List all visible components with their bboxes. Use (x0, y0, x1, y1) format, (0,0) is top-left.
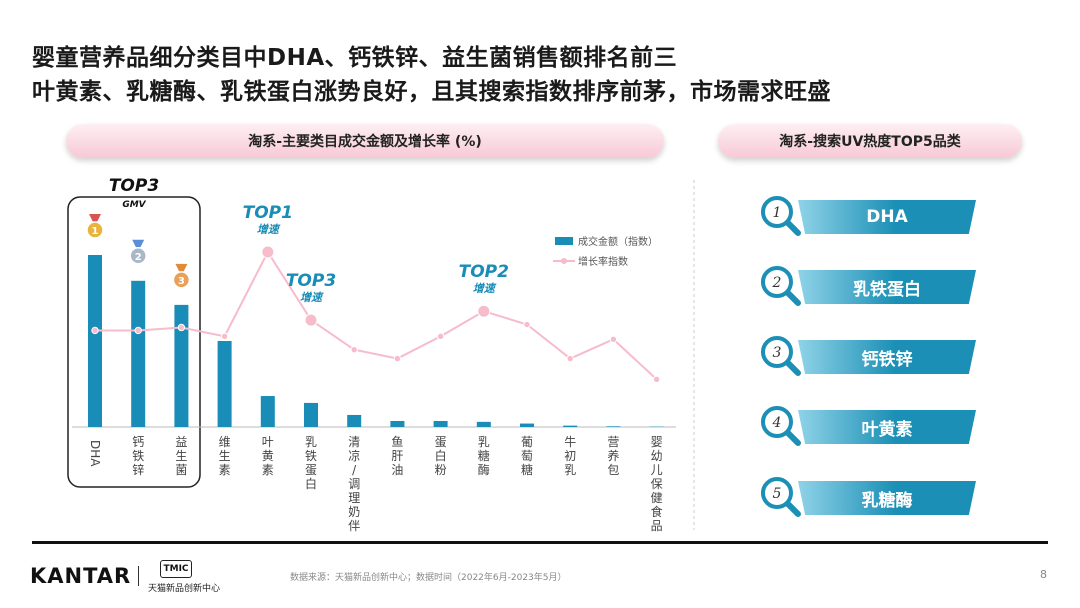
bar-7 (390, 420, 405, 427)
page-title-line1: 婴童营养品细分类目中DHA、钙铁锌、益生菌销售额排名前三 (32, 45, 678, 71)
page-title-line2: 叶黄素、乳糖酶、乳铁蛋白涨势良好，且其搜索指数排序前茅，市场需求旺盛 (32, 79, 831, 105)
magnifier-icon: 5 (761, 477, 801, 517)
growth-point-8 (436, 332, 445, 341)
x-tick-label-10: 葡萄糖 (521, 435, 533, 477)
growth-rate-series-line (95, 249, 658, 381)
x-tick-label-1: 钙铁锌 (132, 435, 144, 477)
svg-text:4: 4 (772, 415, 782, 431)
annotation-subtitle: GMV (122, 200, 146, 210)
annotation-title: TOP3 (109, 176, 159, 196)
growth-point-11 (566, 354, 574, 363)
annotation-0: TOP3 GMV (109, 176, 159, 210)
rank-row-5: 乳糖酶 5 (760, 476, 986, 520)
growth-point-10 (523, 320, 531, 329)
growth-point-4 (261, 245, 275, 259)
svg-text:2: 2 (135, 252, 142, 263)
annotation-title: TOP3 (286, 271, 336, 291)
annotation-title: TOP2 (459, 262, 509, 282)
bar-3 (217, 341, 232, 427)
rank-bar-4: 叶黄素 (798, 410, 976, 444)
x-tick-label-7: 鱼肝油 (391, 435, 403, 477)
bar-0 (88, 255, 102, 427)
growth-point-5 (304, 313, 318, 327)
bar-11 (563, 425, 578, 427)
medal-icon-2: 2 (129, 239, 147, 265)
legend-swatch-sales (555, 237, 573, 245)
bar-1 (131, 280, 146, 427)
growth-point-9 (477, 304, 491, 318)
annotation-subtitle: 增速 (257, 223, 281, 236)
x-tick-label-11: 牛初乳 (564, 434, 576, 477)
magnifier-icon: 1 (761, 196, 801, 236)
bar-5 (304, 402, 318, 427)
bar-4 (260, 396, 275, 427)
bar-6 (347, 414, 362, 427)
rank-row-2: 乳铁蛋白 2 (760, 265, 986, 309)
x-tick-label-3: 维生素 (219, 435, 231, 477)
growth-point-13 (652, 375, 661, 383)
x-tick-label-13: 婴幼儿保健食品 (651, 435, 663, 533)
svg-text:3: 3 (773, 345, 782, 361)
medal-icon-3: 3 (172, 263, 191, 289)
bar-9 (476, 421, 491, 427)
legend-swatch-growth-marker (561, 258, 567, 264)
ranking-panel-header: 淘系-搜索UV热度TOP5品类 (718, 124, 1022, 158)
x-tick-label-0: DHA (88, 440, 102, 467)
magnifier-icon: 2 (761, 266, 801, 306)
data-source-note: 数据来源：天猫新品创新中心；数据时间（2022年6月-2023年5月） (290, 573, 567, 583)
x-tick-label-5: 乳铁蛋白 (305, 435, 317, 491)
growth-point-12 (609, 335, 618, 344)
top3-gmv-highlight-box (67, 196, 201, 488)
growth-point-1 (134, 326, 142, 335)
svg-text:3: 3 (178, 276, 185, 287)
medal-icon-1: 1 (86, 214, 104, 239)
annotation-subtitle: 增速 (300, 291, 324, 304)
bar-12 (606, 426, 621, 427)
tmic-logo-name: 天猫新品创新中心 (148, 584, 221, 594)
growth-point-6 (350, 345, 358, 354)
rank-row-4: 叶黄素 4 (760, 405, 986, 449)
svg-text:5: 5 (773, 486, 782, 502)
logo-separator (138, 566, 139, 586)
bar-2 (174, 304, 189, 427)
x-tick-label-9: 乳糖酶 (478, 435, 490, 477)
svg-text:1: 1 (92, 226, 99, 237)
growth-point-3 (220, 332, 229, 341)
rank-bar-5: 乳糖酶 (798, 481, 976, 515)
rank-bar-2: 乳铁蛋白 (798, 270, 976, 304)
bar-10 (520, 423, 534, 427)
growth-point-7 (393, 354, 402, 363)
growth-point-2 (177, 323, 186, 332)
magnifier-icon: 4 (761, 406, 801, 446)
chart-panel-header: 淘系-主要类目成交金额及增长率 (%) (66, 124, 664, 158)
rank-bar-1: DHA (798, 200, 976, 234)
x-tick-label-12: 营养包 (607, 435, 619, 477)
rank-bar-3: 钙铁锌 (798, 340, 976, 374)
x-tick-label-6: 清凉/调理奶伴 (348, 435, 360, 533)
footer-divider (32, 541, 1048, 544)
x-tick-label-2: 益生菌 (175, 435, 187, 477)
annotation-subtitle: 增速 (473, 282, 497, 295)
kantar-logo: KANTAR (30, 564, 132, 588)
rank-row-1: DHA 1 (760, 195, 986, 239)
annotation-title: TOP1 (243, 203, 293, 223)
svg-text:2: 2 (772, 275, 782, 291)
growth-point-0 (91, 326, 99, 335)
x-tick-label-8: 蛋白粉 (435, 435, 447, 477)
page-number: 8 (1040, 568, 1047, 581)
legend-label-growth: 增长率指数 (578, 255, 628, 268)
legend-label-sales: 成交金额（指数） (578, 235, 658, 248)
tmic-logo-icon: TMIC (160, 560, 192, 578)
rank-row-3: 钙铁锌 3 (760, 335, 986, 379)
x-tick-label-4: 叶黄素 (262, 435, 274, 477)
svg-text:1: 1 (773, 205, 782, 221)
bar-8 (433, 420, 448, 427)
magnifier-icon: 3 (761, 336, 801, 376)
